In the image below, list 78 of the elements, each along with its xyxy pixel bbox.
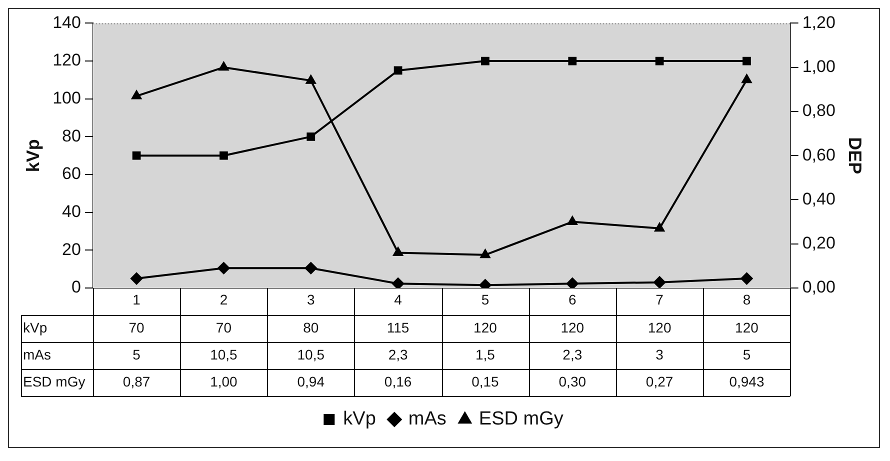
data-label: 5 xyxy=(132,346,141,362)
point xyxy=(480,249,490,258)
data-label: 0,30 xyxy=(558,373,586,390)
data-label: 70 xyxy=(216,319,232,336)
point xyxy=(742,74,752,84)
x-tick-label: 4 xyxy=(394,291,402,308)
legend-label: kVp xyxy=(343,408,376,430)
point xyxy=(220,151,228,160)
text: ESD mGy xyxy=(23,373,86,390)
y2-tick-label: 1,20 xyxy=(802,12,836,32)
point xyxy=(132,90,142,100)
point xyxy=(130,272,143,285)
data-label: 0,943 xyxy=(729,373,764,390)
legend-label: mAs xyxy=(408,408,446,430)
data-label: 120 xyxy=(560,319,584,336)
point xyxy=(654,222,664,232)
data-label: 120 xyxy=(474,319,498,336)
y-tick-label: 80 xyxy=(62,126,81,146)
data-label: 0,27 xyxy=(646,373,674,390)
data-label: 115 xyxy=(386,319,410,336)
point xyxy=(566,278,578,288)
data-label: 0,16 xyxy=(384,373,412,390)
y-tick-label: 100 xyxy=(52,88,81,108)
point xyxy=(394,66,402,75)
data-label: 120 xyxy=(735,319,759,336)
data-label: 0,94 xyxy=(297,373,325,390)
y-tick-label: 20 xyxy=(62,240,81,259)
data-label: 10,5 xyxy=(297,346,325,362)
point xyxy=(218,262,230,274)
point xyxy=(740,272,753,285)
data-label: 80 xyxy=(303,319,319,336)
data-label: 0,15 xyxy=(472,373,500,390)
point xyxy=(742,56,751,66)
y2-tick-label: 0,00 xyxy=(802,278,836,297)
y-axis-title: kVp xyxy=(22,139,43,172)
data-label: 70 xyxy=(128,319,145,336)
data-label: 2,3 xyxy=(562,346,582,362)
y2-tick-label: 0,20 xyxy=(802,234,836,253)
y-tick-label: 140 xyxy=(52,12,81,32)
y-tick-label: 60 xyxy=(62,164,81,184)
y-tick-label: 40 xyxy=(62,202,81,222)
x-tick-label: 2 xyxy=(220,291,228,308)
point xyxy=(132,151,141,160)
x-tick-label: 7 xyxy=(656,291,664,308)
point xyxy=(567,216,578,226)
point xyxy=(481,56,490,66)
point xyxy=(306,132,316,141)
point xyxy=(306,75,316,84)
y-tick-label: 120 xyxy=(52,50,81,70)
data-label: 120 xyxy=(648,319,672,336)
x-tick-label: 1 xyxy=(132,291,141,308)
point xyxy=(393,247,403,256)
data-label: 1,5 xyxy=(475,346,496,362)
x-tick-label: 8 xyxy=(742,291,751,308)
data-label: 0,87 xyxy=(122,373,150,390)
data-label: 2,3 xyxy=(388,346,408,362)
point xyxy=(304,262,317,274)
y-tick-label: 0 xyxy=(71,278,81,297)
x-tick-label: 5 xyxy=(481,291,490,308)
data-label: 1,00 xyxy=(210,373,238,390)
point xyxy=(392,278,404,288)
y2-axis-title: DEP xyxy=(845,137,866,174)
point xyxy=(218,62,229,71)
y2-tick-label: 0,60 xyxy=(802,145,836,164)
data-label: 3 xyxy=(656,346,664,362)
y2-tick-label: 0,80 xyxy=(802,101,836,120)
x-tick-label: 6 xyxy=(568,291,576,308)
point xyxy=(568,56,577,66)
y2-tick-label: 0,40 xyxy=(802,189,836,208)
point xyxy=(654,276,666,288)
y2-tick-label: 1,00 xyxy=(802,57,836,76)
text: mAs xyxy=(23,346,51,362)
data-label: 5 xyxy=(742,346,751,362)
text: kVp xyxy=(23,319,48,336)
point xyxy=(655,56,664,66)
x-tick-label: 3 xyxy=(306,291,315,308)
data-label: 10,5 xyxy=(210,346,238,362)
legend-label: ESD mGy xyxy=(478,408,564,430)
